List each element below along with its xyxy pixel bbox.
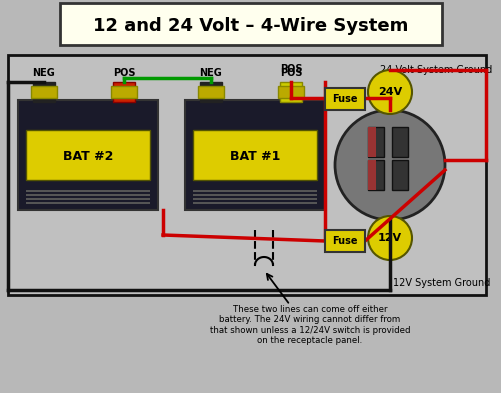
Text: 12V: 12V	[377, 233, 401, 243]
Bar	[192, 130, 316, 180]
Text: BAT #1: BAT #1	[229, 151, 280, 163]
Bar	[391, 160, 407, 190]
Bar	[280, 82, 302, 102]
Bar	[18, 100, 158, 210]
Text: Fuse: Fuse	[332, 94, 357, 104]
Bar	[185, 100, 324, 210]
Bar	[113, 82, 135, 102]
Bar	[33, 82, 55, 102]
Bar	[192, 202, 316, 204]
Bar	[367, 127, 375, 157]
Bar	[192, 190, 316, 192]
Bar	[367, 160, 375, 190]
Circle shape	[367, 216, 411, 260]
Bar	[192, 198, 316, 200]
Text: POS: POS	[279, 68, 302, 78]
Bar	[60, 3, 441, 45]
Bar	[197, 86, 223, 98]
Circle shape	[334, 110, 444, 220]
Bar	[31, 86, 57, 98]
Bar	[26, 130, 150, 180]
Bar	[26, 194, 150, 196]
Bar	[367, 160, 383, 190]
Text: These two lines can come off either
battery. The 24V wiring cannot differ from
t: These two lines can come off either batt…	[209, 305, 409, 345]
Bar	[278, 86, 304, 98]
Text: 24V: 24V	[377, 87, 401, 97]
Bar	[8, 55, 485, 295]
Text: POS: POS	[113, 68, 135, 78]
Text: NEG: NEG	[33, 68, 55, 78]
Bar	[111, 86, 137, 98]
Text: 12 and 24 Volt – 4-Wire System: 12 and 24 Volt – 4-Wire System	[93, 17, 408, 35]
Bar	[324, 230, 364, 252]
Text: POS: POS	[279, 64, 302, 74]
Text: Fuse: Fuse	[332, 236, 357, 246]
Bar	[391, 127, 407, 157]
Text: NEG: NEG	[199, 68, 222, 78]
Text: BAT #2: BAT #2	[63, 151, 113, 163]
Text: 12V System Ground: 12V System Ground	[392, 278, 489, 288]
Bar	[192, 194, 316, 196]
Bar	[324, 88, 364, 110]
Circle shape	[367, 70, 411, 114]
Bar	[26, 198, 150, 200]
Bar	[26, 202, 150, 204]
Text: 24 Volt System Ground: 24 Volt System Ground	[379, 65, 491, 75]
Bar	[367, 127, 383, 157]
Bar	[199, 82, 221, 102]
Bar	[26, 190, 150, 192]
